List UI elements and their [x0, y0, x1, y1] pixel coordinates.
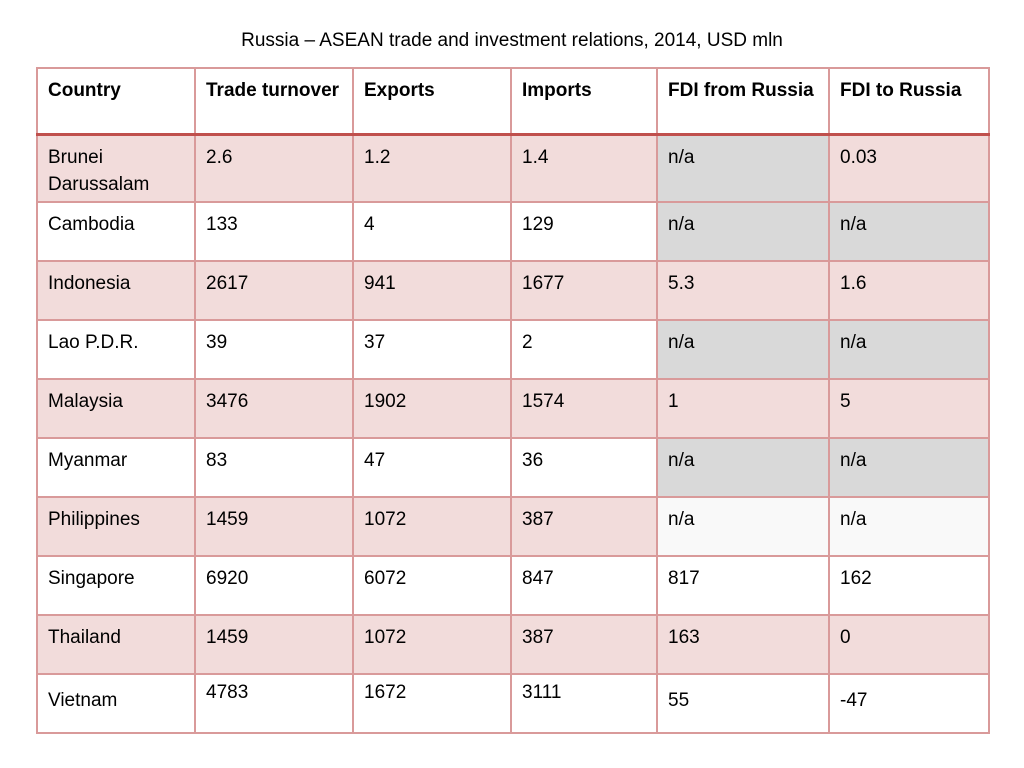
cell-exports: 37	[352, 319, 512, 380]
cell-fdi-to-russia: 5	[828, 378, 990, 439]
cell-fdi-from-russia: n/a	[656, 496, 830, 557]
cell-fdi-to-russia: n/a	[828, 319, 990, 380]
cell-fdi-from-russia: 817	[656, 555, 830, 616]
cell-country: Myanmar	[36, 437, 196, 498]
header-fdi-to-russia: FDI to Russia	[828, 67, 990, 136]
header-country: Country	[36, 67, 196, 136]
cell-exports: 1072	[352, 496, 512, 557]
table-row: Lao P.D.R. 39 37 2 n/a n/a	[36, 319, 990, 380]
header-fdi-from-russia: FDI from Russia	[656, 67, 830, 136]
cell-country: Thailand	[36, 614, 196, 675]
cell-fdi-to-russia: n/a	[828, 201, 990, 262]
table-row: Thailand 1459 1072 387 163 0	[36, 614, 990, 675]
cell-fdi-to-russia: -47	[828, 673, 990, 734]
cell-imports: 36	[510, 437, 658, 498]
header-exports: Exports	[352, 67, 512, 136]
cell-trade-turnover: 1459	[194, 614, 354, 675]
cell-trade-turnover: 4783	[194, 673, 354, 734]
cell-fdi-from-russia: n/a	[656, 319, 830, 380]
cell-exports: 941	[352, 260, 512, 321]
cell-trade-turnover: 133	[194, 201, 354, 262]
table-row: Indonesia 2617 941 1677 5.3 1.6	[36, 260, 990, 321]
cell-trade-turnover: 6920	[194, 555, 354, 616]
table-row: Vietnam 4783 1672 3111 55 -47	[36, 673, 990, 734]
cell-imports: 847	[510, 555, 658, 616]
cell-imports: 2	[510, 319, 658, 380]
cell-country: Lao P.D.R.	[36, 319, 196, 380]
cell-country: Philippines	[36, 496, 196, 557]
cell-country: Cambodia	[36, 201, 196, 262]
cell-country: Indonesia	[36, 260, 196, 321]
page-title: Russia – ASEAN trade and investment rela…	[241, 30, 783, 51]
cell-trade-turnover: 2617	[194, 260, 354, 321]
cell-trade-turnover: 1459	[194, 496, 354, 557]
cell-trade-turnover-text: 4783	[206, 682, 249, 703]
table-row: Cambodia 133 4 129 n/a n/a	[36, 201, 990, 262]
cell-trade-turnover: 2.6	[194, 133, 354, 203]
cell-fdi-from-russia: 163	[656, 614, 830, 675]
cell-imports: 1677	[510, 260, 658, 321]
cell-exports: 1672	[352, 673, 512, 734]
header-imports: Imports	[510, 67, 658, 136]
cell-trade-turnover: 39	[194, 319, 354, 380]
cell-exports-text: 1672	[364, 682, 407, 703]
trade-table: Country Trade turnover Exports Imports F…	[36, 67, 990, 734]
cell-exports: 47	[352, 437, 512, 498]
cell-country: Vietnam	[36, 673, 196, 734]
cell-imports: 129	[510, 201, 658, 262]
header-trade-turnover: Trade turnover	[194, 67, 354, 136]
cell-imports-text: 3111	[522, 682, 562, 703]
cell-fdi-from-russia: 55	[656, 673, 830, 734]
cell-trade-turnover: 3476	[194, 378, 354, 439]
cell-fdi-to-russia: 162	[828, 555, 990, 616]
table-row: Brunei Darussalam 2.6 1.2 1.4 n/a 0.03	[36, 133, 990, 203]
table-header-row: Country Trade turnover Exports Imports F…	[36, 67, 990, 136]
cell-imports: 1574	[510, 378, 658, 439]
cell-imports: 387	[510, 614, 658, 675]
cell-exports: 6072	[352, 555, 512, 616]
cell-fdi-to-russia: n/a	[828, 437, 990, 498]
cell-exports: 1902	[352, 378, 512, 439]
cell-fdi-to-russia: 0.03	[828, 133, 990, 203]
table-row: Philippines 1459 1072 387 n/a n/a	[36, 496, 990, 557]
table-row: Myanmar 83 47 36 n/a n/a	[36, 437, 990, 498]
cell-exports: 4	[352, 201, 512, 262]
cell-country: Brunei Darussalam	[36, 133, 196, 203]
cell-imports: 3111	[510, 673, 658, 734]
cell-fdi-to-russia: 1.6	[828, 260, 990, 321]
cell-country-text: Vietnam	[48, 690, 118, 711]
cell-imports: 387	[510, 496, 658, 557]
cell-fdi-from-russia: n/a	[656, 437, 830, 498]
cell-imports: 1.4	[510, 133, 658, 203]
cell-fdi-to-russia: n/a	[828, 496, 990, 557]
cell-fdi-from-russia: 1	[656, 378, 830, 439]
cell-fdi-from-russia: 5.3	[656, 260, 830, 321]
cell-fdi-from-russia-text: 55	[668, 690, 690, 711]
cell-fdi-to-russia-text: -47	[840, 690, 868, 711]
cell-fdi-from-russia: n/a	[656, 133, 830, 203]
cell-fdi-from-russia: n/a	[656, 201, 830, 262]
table-row: Malaysia 3476 1902 1574 1 5	[36, 378, 990, 439]
cell-exports: 1.2	[352, 133, 512, 203]
cell-fdi-to-russia: 0	[828, 614, 990, 675]
cell-country: Singapore	[36, 555, 196, 616]
cell-trade-turnover: 83	[194, 437, 354, 498]
cell-country: Malaysia	[36, 378, 196, 439]
cell-exports: 1072	[352, 614, 512, 675]
table-row: Singapore 6920 6072 847 817 162	[36, 555, 990, 616]
